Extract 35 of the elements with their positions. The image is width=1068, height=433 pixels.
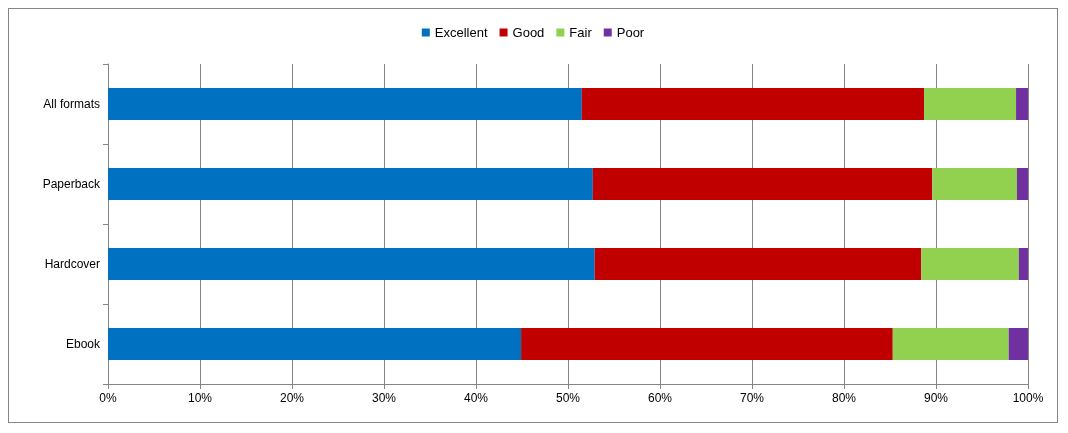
bar bbox=[108, 168, 593, 200]
bar bbox=[108, 88, 582, 120]
bar bbox=[1008, 328, 1028, 360]
x-tick-label: 40% bbox=[463, 391, 489, 405]
x-tick-label: 50% bbox=[555, 391, 581, 405]
x-tick-label: 20% bbox=[279, 391, 305, 405]
bar bbox=[1018, 248, 1028, 280]
bar bbox=[932, 168, 1017, 200]
bar bbox=[594, 248, 922, 280]
x-tick-label: 10% bbox=[187, 391, 213, 405]
x-tick-label: 90% bbox=[923, 391, 949, 405]
x-tick-label: 100% bbox=[1012, 391, 1044, 405]
x-tick-label: 0% bbox=[99, 391, 117, 405]
legend-label: Good bbox=[512, 25, 545, 40]
bar bbox=[924, 88, 1017, 120]
bar bbox=[921, 248, 1019, 280]
legend-label: Fair bbox=[569, 25, 593, 40]
legend-label: Poor bbox=[616, 25, 645, 40]
x-tick-label: 80% bbox=[831, 391, 857, 405]
bar bbox=[892, 328, 1009, 360]
y-tick-label: All formats bbox=[43, 97, 100, 111]
bar bbox=[108, 248, 595, 280]
bar bbox=[521, 328, 893, 360]
x-tick-label: 60% bbox=[647, 391, 673, 405]
x-tick-label: 30% bbox=[371, 391, 397, 405]
x-tick-label: 70% bbox=[739, 391, 765, 405]
y-tick-label: Ebook bbox=[65, 337, 101, 351]
bar bbox=[1016, 88, 1028, 120]
y-tick-label: Paperback bbox=[42, 177, 101, 191]
y-tick-label: Hardcover bbox=[44, 257, 100, 271]
bar bbox=[581, 88, 925, 120]
bar bbox=[592, 168, 933, 200]
bar bbox=[108, 328, 522, 360]
bar bbox=[1016, 168, 1028, 200]
legend-label: Excellent bbox=[434, 25, 488, 40]
